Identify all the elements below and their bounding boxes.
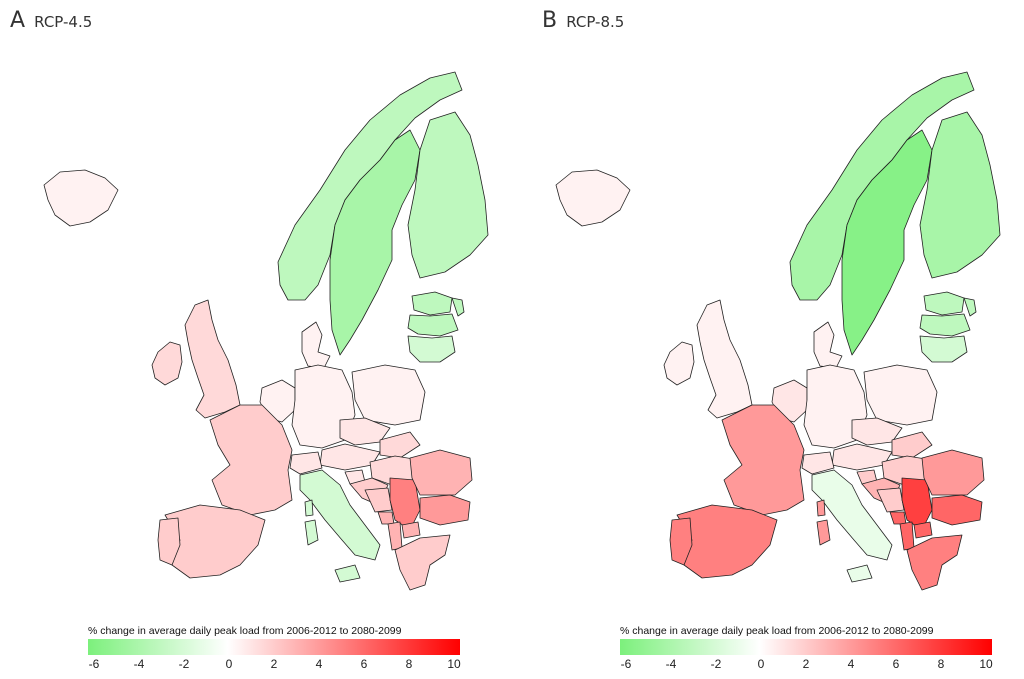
region-sicily <box>334 564 361 583</box>
legend-tick: 2 <box>270 657 278 671</box>
region-finland <box>919 111 1001 279</box>
region-macedonia <box>401 521 421 539</box>
region-bulgaria <box>931 494 983 526</box>
region-lithuania <box>407 335 456 363</box>
legend-tick: 4 <box>847 657 855 671</box>
map-panel-b <box>555 71 1001 591</box>
region-iceland <box>43 169 119 227</box>
region-baltics <box>451 297 465 317</box>
region-bosnia <box>876 487 905 513</box>
panel-b: B RCP-8.5 % change in average daily peak… <box>512 0 1024 679</box>
region-latvia <box>407 313 459 337</box>
region-italy <box>299 469 381 561</box>
legend-colorbar <box>88 639 460 655</box>
region-romania <box>921 449 985 496</box>
legend-tick: -6 <box>620 657 632 671</box>
region-estonia <box>923 291 965 316</box>
legend-tick: 10 <box>979 657 993 671</box>
legend-tick: -2 <box>178 657 190 671</box>
region-portugal <box>157 517 181 566</box>
panel-a-header: A RCP-4.5 <box>10 8 92 33</box>
legend-tick: 6 <box>892 657 900 671</box>
region-montenegro <box>889 511 907 525</box>
panel-a: A RCP-4.5 % change in average daily peak… <box>10 8 489 675</box>
legend-ticks: -6 -4 -2 0 2 4 6 8 10 <box>620 657 993 673</box>
region-denmark <box>813 321 843 369</box>
region-poland <box>351 364 426 426</box>
region-bulgaria <box>419 494 471 526</box>
legend-title: % change in average daily peak load from… <box>88 625 402 637</box>
region-uk <box>696 299 753 419</box>
legend-title: % change in average daily peak load from… <box>620 625 934 637</box>
region-lithuania <box>919 335 968 363</box>
legend-tick: 8 <box>405 657 413 671</box>
region-baltics <box>963 297 977 317</box>
region-sardinia <box>816 519 831 546</box>
region-france <box>721 404 805 516</box>
legend-tick: 0 <box>225 657 233 671</box>
region-uk <box>184 299 241 419</box>
region-sweden <box>841 129 933 356</box>
panel-a-letter: A <box>10 8 26 33</box>
region-sweden <box>329 129 421 356</box>
region-portugal <box>669 517 693 566</box>
region-albania <box>387 521 403 551</box>
region-latvia <box>919 313 971 337</box>
legend-tick: 10 <box>447 657 461 671</box>
panel-b-letter: B <box>542 8 558 33</box>
region-albania <box>899 521 915 551</box>
map-panel-a <box>43 71 489 591</box>
legend-colorbar <box>620 639 992 655</box>
region-poland <box>863 364 938 426</box>
region-sardinia <box>304 519 319 546</box>
panel-b-header: B RCP-8.5 <box>542 8 624 33</box>
legend-tick: -4 <box>133 657 145 671</box>
legend-tick: -6 <box>88 657 100 671</box>
legend-tick: -2 <box>710 657 722 671</box>
region-slovakia <box>891 431 933 459</box>
region-estonia <box>411 291 453 316</box>
region-macedonia <box>913 521 933 539</box>
legend-panel-b: % change in average daily peak load from… <box>612 625 993 675</box>
region-france <box>209 404 293 516</box>
panel-a-title: RCP-4.5 <box>34 13 93 31</box>
legend-tick: 8 <box>937 657 945 671</box>
legend-tick: 4 <box>315 657 323 671</box>
legend-tick: 0 <box>757 657 765 671</box>
region-corsica <box>816 499 826 517</box>
region-ireland <box>151 341 183 386</box>
region-iceland <box>555 169 631 227</box>
region-montenegro <box>377 511 395 525</box>
region-bosnia <box>364 487 393 513</box>
legend-tick: 6 <box>360 657 368 671</box>
region-finland <box>407 111 489 279</box>
region-ireland <box>663 341 695 386</box>
region-denmark <box>301 321 331 369</box>
region-norway <box>277 71 463 301</box>
legend-tick: -4 <box>665 657 677 671</box>
region-switzerland <box>801 451 835 475</box>
region-greece <box>394 534 451 591</box>
legend-ticks: -6 -4 -2 0 2 4 6 8 10 <box>88 657 461 673</box>
panel-b-title: RCP-8.5 <box>566 13 625 31</box>
region-corsica <box>304 499 314 517</box>
legend-tick: 2 <box>802 657 810 671</box>
region-sicily <box>846 564 873 583</box>
region-italy <box>811 469 893 561</box>
region-slovakia <box>379 431 421 459</box>
region-norway <box>789 71 975 301</box>
region-romania <box>409 449 473 496</box>
legend-panel-a: % change in average daily peak load from… <box>80 625 461 675</box>
region-switzerland <box>289 451 323 475</box>
region-greece <box>906 534 963 591</box>
